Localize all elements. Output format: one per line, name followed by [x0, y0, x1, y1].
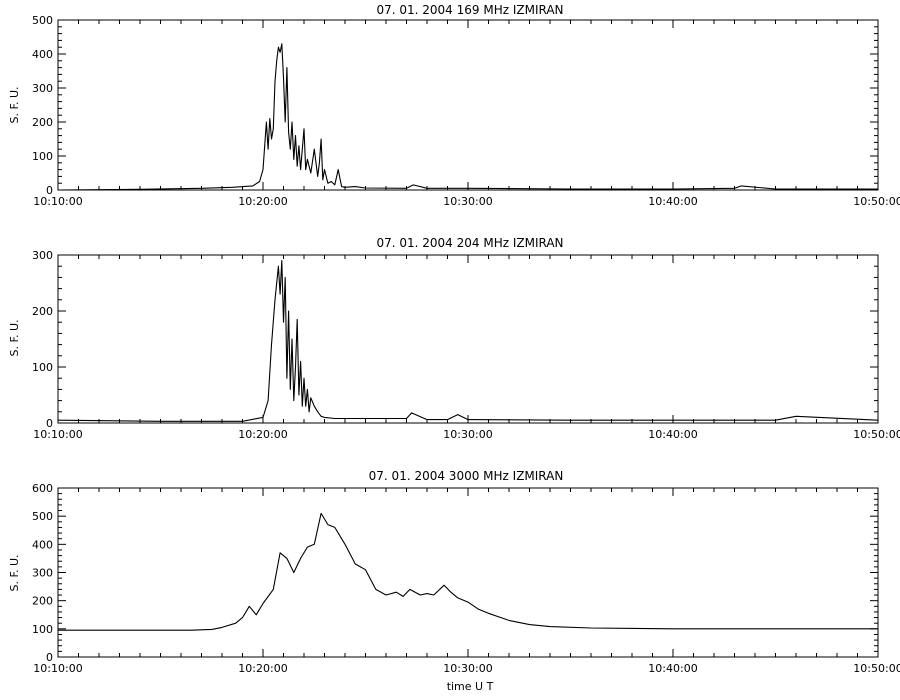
y-tick-label: 100 — [32, 623, 53, 636]
x-tick-label: 10:40:00 — [648, 662, 697, 675]
plot-frame — [57, 19, 879, 191]
y-tick-label: 0 — [46, 417, 53, 430]
y-tick-label: 100 — [32, 361, 53, 374]
x-tick-label: 10:20:00 — [238, 662, 287, 675]
chart-title: 07. 01. 2004 3000 MHz IZMIRAN — [369, 469, 564, 483]
x-tick-label: 10:10:00 — [33, 195, 82, 208]
y-axis-label: S. F. U. — [8, 554, 21, 591]
y-tick-label: 300 — [32, 82, 53, 95]
series-line — [58, 512, 878, 631]
chart-title: 07. 01. 2004 204 MHz IZMIRAN — [376, 236, 563, 250]
x-tick-label: 10:30:00 — [443, 195, 492, 208]
x-tick-label: 10:30:00 — [443, 428, 492, 441]
y-axis-label: S. F. U. — [8, 86, 21, 123]
y-tick-label: 200 — [32, 116, 53, 129]
series-line — [57, 260, 879, 422]
y-tick-label: 400 — [32, 48, 53, 61]
x-tick-label: 10:10:00 — [33, 662, 82, 675]
chart-panel: 0 100 200 300 400 500 10:10:00 10:20:00 10:30:00… — [32, 14, 900, 208]
series-line — [57, 43, 878, 191]
y-tick-label: 0 — [46, 651, 53, 664]
y-tick-label: 300 — [32, 249, 53, 262]
y-tick-label: 400 — [32, 538, 53, 551]
x-tick-label: 10:40:00 — [648, 195, 697, 208]
x-axis-title: time U T — [447, 680, 494, 693]
chart-panel: 0 100 200 300 400 500 600 10:10:00 10:20:00 10:30… — [32, 482, 900, 675]
chart-panel: 0 100 200 300 10:10:00 10:20:00 10:30:00 10:40:… — [32, 249, 900, 441]
x-tick-label: 10:50:00 — [853, 195, 900, 208]
y-tick-label: 500 — [32, 510, 53, 523]
y-tick-label: 300 — [32, 567, 53, 580]
chart-title: 07. 01. 2004 169 MHz IZMIRAN — [376, 3, 563, 17]
y-tick-label: 200 — [32, 595, 53, 608]
x-tick-label: 10:50:00 — [853, 662, 900, 675]
x-tick-label: 10:50:00 — [853, 428, 900, 441]
plot-frame — [57, 254, 879, 424]
x-tick-label: 10:30:00 — [443, 662, 492, 675]
y-tick-label: 0 — [46, 184, 53, 197]
y-tick-label: 100 — [32, 150, 53, 163]
x-tick-label: 10:20:00 — [238, 195, 287, 208]
y-tick-label: 200 — [32, 305, 53, 318]
x-tick-label: 10:40:00 — [648, 428, 697, 441]
x-tick-label: 10:10:00 — [33, 428, 82, 441]
y-axis-label: S. F. U. — [8, 319, 21, 356]
y-tick-label: 500 — [32, 14, 53, 27]
y-tick-label: 600 — [32, 482, 53, 495]
plot-frame — [57, 487, 879, 658]
x-tick-label: 10:20:00 — [238, 428, 287, 441]
